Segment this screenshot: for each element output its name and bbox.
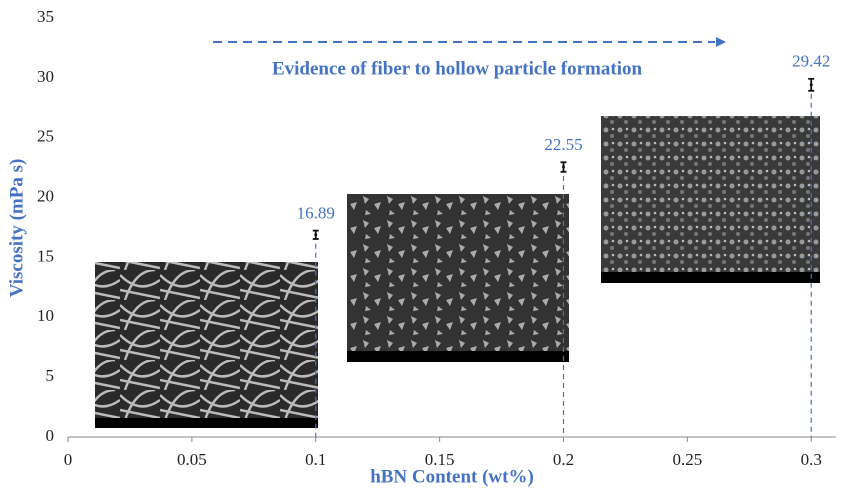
x-tick-label: 0.05 (177, 450, 207, 469)
y-tick-label: 15 (37, 246, 54, 265)
y-tick-label: 5 (46, 366, 55, 385)
data-label: 22.55 (544, 135, 582, 154)
x-tick-label: 0 (64, 450, 73, 469)
point (314, 233, 317, 236)
point (810, 83, 813, 86)
y-tick-label: 25 (37, 127, 54, 146)
sem-image (95, 262, 318, 428)
annotation: Evidence of fiber to hollow particle for… (272, 58, 643, 79)
point (562, 166, 565, 169)
x-tick-label: 0.2 (553, 450, 574, 469)
x-tick-label: 0.25 (672, 450, 702, 469)
x-axis-label: hBN Content (wt%) (370, 466, 534, 487)
y-tick-label: 10 (37, 306, 54, 325)
sem-image (347, 194, 569, 362)
y-tick-label: 30 (37, 67, 54, 86)
y-tick-label: 35 (37, 7, 54, 26)
data-label: 16.89 (297, 204, 335, 223)
data-label: 29.42 (792, 52, 830, 71)
x-tick-label: 0.3 (801, 450, 822, 469)
sem-image (601, 116, 820, 283)
y-tick-label: 0 (46, 426, 55, 445)
x-tick-label: 0.15 (425, 450, 455, 469)
chart: Evidence of fiber to hollow particle for… (0, 0, 843, 490)
x-tick-label: 0.1 (305, 450, 326, 469)
arrow-head (716, 37, 726, 47)
y-tick-label: 20 (37, 186, 54, 205)
y-axis-label: Viscosity (mPa s) (6, 159, 27, 298)
